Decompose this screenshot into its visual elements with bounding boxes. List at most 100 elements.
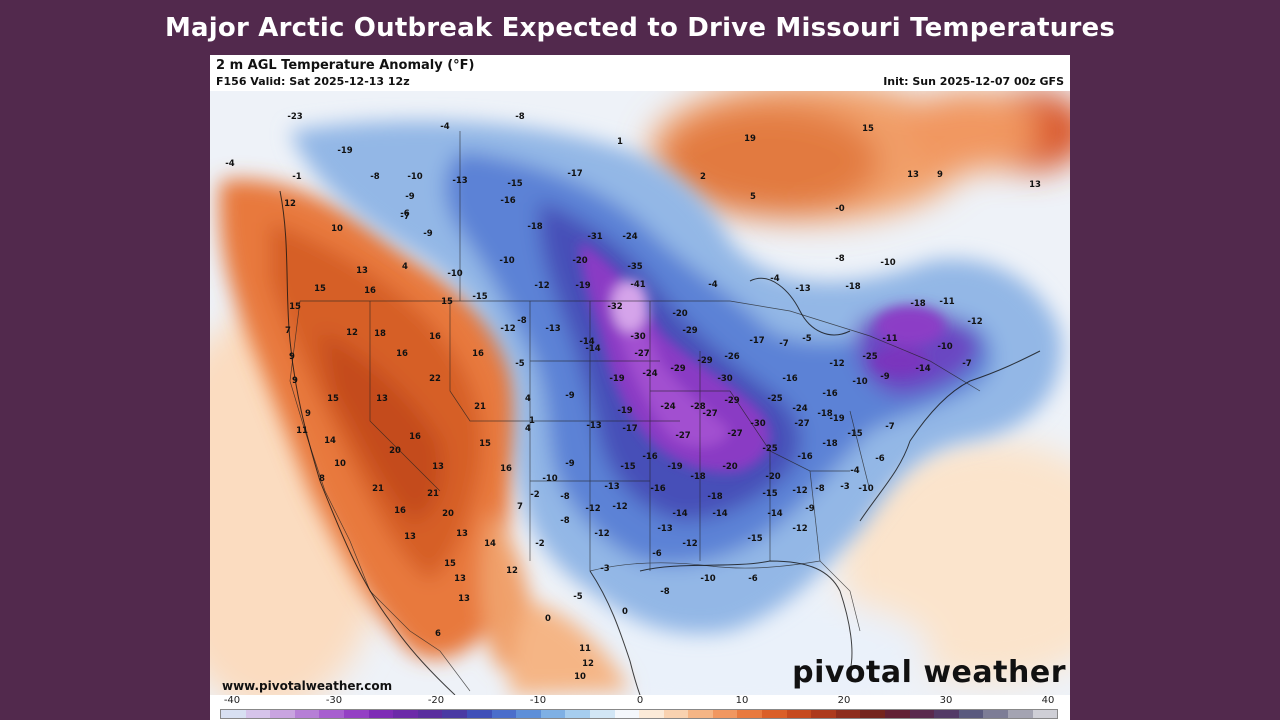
anomaly-label: 18 (374, 329, 386, 339)
anomaly-label: -27 (634, 349, 649, 359)
anomaly-label: 16 (500, 464, 512, 474)
anomaly-label: -8 (835, 254, 845, 264)
anomaly-label: -5 (515, 359, 525, 369)
anomaly-label: 20 (389, 446, 401, 456)
anomaly-label: -16 (500, 196, 515, 206)
anomaly-label: -30 (630, 332, 645, 342)
anomaly-label: -20 (722, 462, 737, 472)
anomaly-label: -6 (748, 574, 758, 584)
pivotal-weather-logo: pivotal weather (792, 655, 1066, 690)
anomaly-label: -23 (287, 112, 302, 122)
anomaly-label: -12 (829, 359, 844, 369)
anomaly-label: -4 (440, 122, 450, 132)
anomaly-label: -10 (499, 256, 514, 266)
anomaly-label: -25 (762, 444, 777, 454)
anomaly-label: -18 (822, 439, 837, 449)
colorbar-tick-label: -10 (529, 695, 547, 706)
anomaly-label: -13 (586, 421, 601, 431)
anomaly-label: 13 (376, 394, 388, 404)
weather-map: 2 m AGL Temperature Anomaly (°F) F156 Va… (210, 55, 1070, 720)
anomaly-label: 21 (372, 484, 384, 494)
anomaly-label: -15 (762, 489, 777, 499)
anomaly-label: -24 (660, 402, 675, 412)
anomaly-label: -24 (622, 232, 637, 242)
warm-anomaly-fields (210, 91, 1070, 695)
anomaly-label: -14 (585, 344, 600, 354)
political-boundaries (289, 131, 981, 692)
anomaly-label: 12 (582, 659, 594, 669)
anomaly-label: -19 (829, 414, 844, 424)
colorbar-swatch (245, 710, 271, 718)
anomaly-label: 13 (432, 462, 444, 472)
map-header: 2 m AGL Temperature Anomaly (°F) F156 Va… (210, 55, 1070, 91)
anomaly-label: 12 (284, 199, 296, 209)
colorbar-swatch (762, 710, 787, 718)
colorbar-swatch (663, 710, 689, 718)
anomaly-label: -31 (587, 232, 602, 242)
anomaly-label: -30 (717, 374, 732, 384)
anomaly-label: -25 (767, 394, 782, 404)
anomaly-label: -17 (749, 336, 764, 346)
colorbar-strip (220, 709, 1058, 719)
colorbar-swatch (786, 710, 812, 718)
anomaly-label: -35 (627, 262, 642, 272)
coastlines (279, 190, 1041, 695)
anomaly-label: -19 (617, 406, 632, 416)
colorbar-swatch (934, 710, 959, 718)
anomaly-label: -20 (765, 472, 780, 482)
anomaly-label: 4 (402, 262, 408, 272)
anomaly-label: 16 (364, 286, 376, 296)
anomaly-label: -10 (852, 377, 867, 387)
anomaly-label: 13 (356, 266, 368, 276)
anomaly-label: -12 (534, 281, 549, 291)
colorbar-tick-label: 40 (1041, 695, 1055, 706)
colorbar-tick-label: -20 (427, 695, 445, 706)
anomaly-label: -2 (535, 539, 545, 549)
colorbar-swatch (442, 710, 467, 718)
anomaly-label: -15 (472, 292, 487, 302)
anomaly-label: -8 (560, 516, 570, 526)
colorbar-swatch (516, 710, 541, 718)
anomaly-label: 7 (285, 326, 291, 336)
anomaly-label: 1 (617, 137, 623, 147)
anomaly-label: -9 (805, 504, 815, 514)
anomaly-label: -4 (850, 466, 860, 476)
colorbar-swatch (540, 710, 566, 718)
anomaly-label: -10 (880, 258, 895, 268)
anomaly-label: -6 (400, 209, 410, 219)
anomaly-label: -29 (724, 396, 739, 406)
anomaly-label: 11 (296, 426, 308, 436)
anomaly-label: 6 (435, 629, 441, 639)
anomaly-label: -17 (567, 169, 582, 179)
anomaly-label: -28 (690, 402, 705, 412)
anomaly-label: -8 (815, 484, 825, 494)
anomaly-label: -13 (657, 524, 672, 534)
anomaly-label: -12 (682, 539, 697, 549)
anomaly-label: 20 (442, 509, 454, 519)
anomaly-label: 14 (484, 539, 496, 549)
anomaly-label: -7 (885, 422, 895, 432)
anomaly-label: -18 (910, 299, 925, 309)
colorbar: -40 -30 -20 -10 0 10 20 30 40 (210, 695, 1070, 720)
map-init-time: Init: Sun 2025-12-07 00z GFS (883, 75, 1064, 88)
anomaly-label: -13 (452, 176, 467, 186)
anomaly-label: 9 (292, 376, 298, 386)
anomaly-label: -7 (962, 359, 972, 369)
colorbar-swatch (589, 710, 615, 718)
colorbar-swatch (491, 710, 517, 718)
anomaly-label: -19 (667, 462, 682, 472)
anomaly-label: -12 (792, 524, 807, 534)
anomaly-label: -18 (527, 222, 542, 232)
colorbar-swatch (885, 710, 910, 718)
anomaly-label: -8 (660, 587, 670, 597)
anomaly-label: 13 (458, 594, 470, 604)
anomaly-label: 11 (579, 644, 591, 654)
anomaly-label: -16 (642, 452, 657, 462)
anomaly-label: -29 (697, 356, 712, 366)
colorbar-swatch (639, 710, 664, 718)
anomaly-label: 12 (506, 566, 518, 576)
anomaly-label: 13 (454, 574, 466, 584)
anomaly-map-svg: -23-19-4-8-8 -10 -13 -15-17-9 -16-18-31 -24-2… (210, 91, 1070, 695)
anomaly-label: -11 (939, 297, 954, 307)
anomaly-label: -14 (915, 364, 930, 374)
